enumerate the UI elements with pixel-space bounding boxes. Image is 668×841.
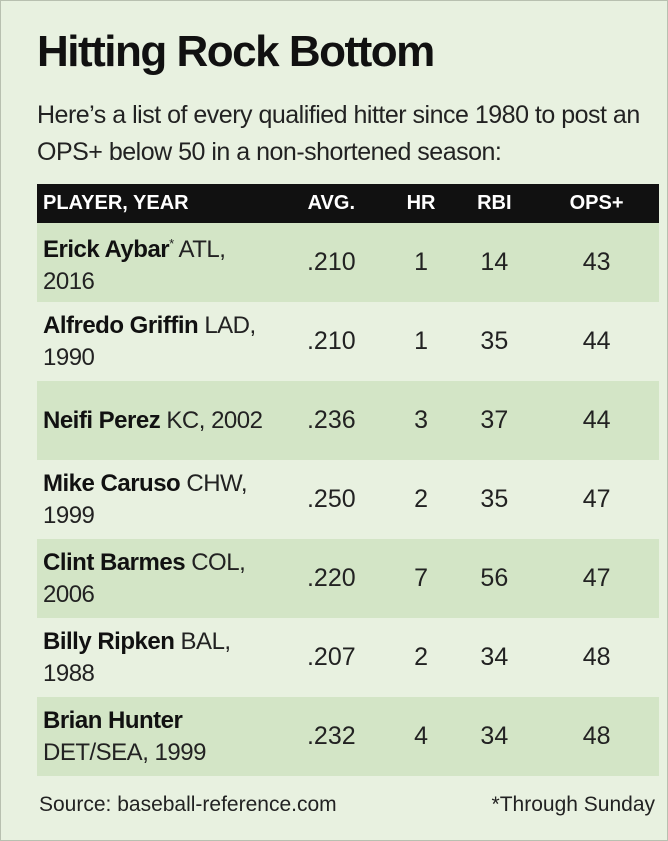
player-name: Billy Ripken bbox=[43, 627, 175, 655]
avg-cell: .207 bbox=[275, 618, 388, 697]
table-body: Erick Aybar* ATL, 2016.210 1 14 43 Alfredo G… bbox=[37, 223, 659, 776]
ops-plus-cell: 48 bbox=[534, 697, 659, 776]
player-name: Brian Hunter bbox=[43, 706, 183, 734]
player-cell: Erick Aybar* ATL, 2016 bbox=[37, 223, 275, 302]
player-name: Neifi Perez bbox=[43, 406, 161, 434]
column-header: HR bbox=[387, 184, 455, 223]
rbi-cell: 35 bbox=[454, 460, 535, 539]
avg-cell: .210 bbox=[275, 302, 388, 381]
avg-cell: .232 bbox=[275, 697, 388, 776]
hr-cell: 4 bbox=[387, 697, 455, 776]
ops-plus-cell: 44 bbox=[534, 381, 659, 460]
table-row: Erick Aybar* ATL, 2016.210 1 14 43 bbox=[37, 223, 659, 302]
table-row: Clint Barmes COL, 2006.220 7 56 47 bbox=[37, 539, 659, 618]
rbi-cell: 37 bbox=[454, 381, 535, 460]
team-year: DET/SEA, 1999 bbox=[43, 738, 206, 766]
table-row: Brian Hunter DET/SEA, 1999.232 4 34 48 bbox=[37, 697, 659, 776]
column-header: PLAYER, YEAR bbox=[37, 184, 275, 223]
player-cell: Billy Ripken BAL, 1988 bbox=[37, 618, 275, 697]
column-header: AVG. bbox=[275, 184, 388, 223]
avg-cell: .236 bbox=[275, 381, 388, 460]
source: Source: baseball-reference.com bbox=[39, 793, 337, 816]
player-cell: Clint Barmes COL, 2006 bbox=[37, 539, 275, 618]
player-cell: Mike Caruso CHW, 1999 bbox=[37, 460, 275, 539]
avg-cell: .220 bbox=[275, 539, 388, 618]
ops-plus-cell: 43 bbox=[534, 223, 659, 302]
table-row: Mike Caruso CHW, 1999.250 2 35 47 bbox=[37, 460, 659, 539]
team-year: KC, 2002 bbox=[166, 406, 263, 434]
team-year: CHW, 1999 bbox=[43, 469, 248, 529]
footnote-marker: * bbox=[169, 235, 174, 251]
subtitle: Here’s a list of every qualified hitter … bbox=[37, 101, 640, 166]
hr-cell: 2 bbox=[387, 460, 455, 539]
hr-cell: 1 bbox=[387, 302, 455, 381]
player-name: Alfredo Griffin bbox=[43, 311, 199, 339]
table: PLAYER, YEAR AVG. HR RBI OPS+ Erick Aybar* A… bbox=[37, 184, 659, 776]
ops-plus-cell: 47 bbox=[534, 460, 659, 539]
column-header: OPS+ bbox=[534, 184, 659, 223]
title: Hitting Rock Bottom bbox=[37, 27, 435, 76]
footnote: *Through Sunday bbox=[491, 793, 655, 816]
team-year: ATL, 2016 bbox=[43, 235, 226, 295]
rbi-cell: 56 bbox=[454, 539, 535, 618]
player-name: Erick Aybar bbox=[43, 235, 170, 263]
hr-cell: 7 bbox=[387, 539, 455, 618]
player-name: Mike Caruso bbox=[43, 469, 181, 497]
table-row: Alfredo Griffin LAD, 1990.210 1 35 44 bbox=[37, 302, 659, 381]
hr-cell: 1 bbox=[387, 223, 455, 302]
team-year: LAD, 1990 bbox=[43, 311, 256, 371]
player-cell: Alfredo Griffin LAD, 1990 bbox=[37, 302, 275, 381]
rbi-cell: 14 bbox=[454, 223, 535, 302]
hr-cell: 3 bbox=[387, 381, 455, 460]
table-row: Neifi Perez KC, 2002.236 3 37 44 bbox=[37, 381, 659, 460]
player-cell: Brian Hunter DET/SEA, 1999 bbox=[37, 697, 275, 776]
avg-cell: .210 bbox=[275, 223, 388, 302]
ops-plus-cell: 47 bbox=[534, 539, 659, 618]
header-row: PLAYER, YEAR AVG. HR RBI OPS+ bbox=[37, 184, 659, 223]
player-cell: Neifi Perez KC, 2002 bbox=[37, 381, 275, 460]
avg-cell: .250 bbox=[275, 460, 388, 539]
rbi-cell: 35 bbox=[454, 302, 535, 381]
hr-cell: 2 bbox=[387, 618, 455, 697]
table-row: Billy Ripken BAL, 1988.207 2 34 48 bbox=[37, 618, 659, 697]
ops-plus-cell: 44 bbox=[534, 302, 659, 381]
ops-plus-cell: 48 bbox=[534, 618, 659, 697]
column-header: RBI bbox=[454, 184, 535, 223]
team-year: COL, 2006 bbox=[43, 548, 246, 608]
rbi-cell: 34 bbox=[454, 697, 535, 776]
rbi-cell: 34 bbox=[454, 618, 535, 697]
player-name: Clint Barmes bbox=[43, 548, 186, 576]
team-year: BAL, 1988 bbox=[43, 627, 231, 687]
